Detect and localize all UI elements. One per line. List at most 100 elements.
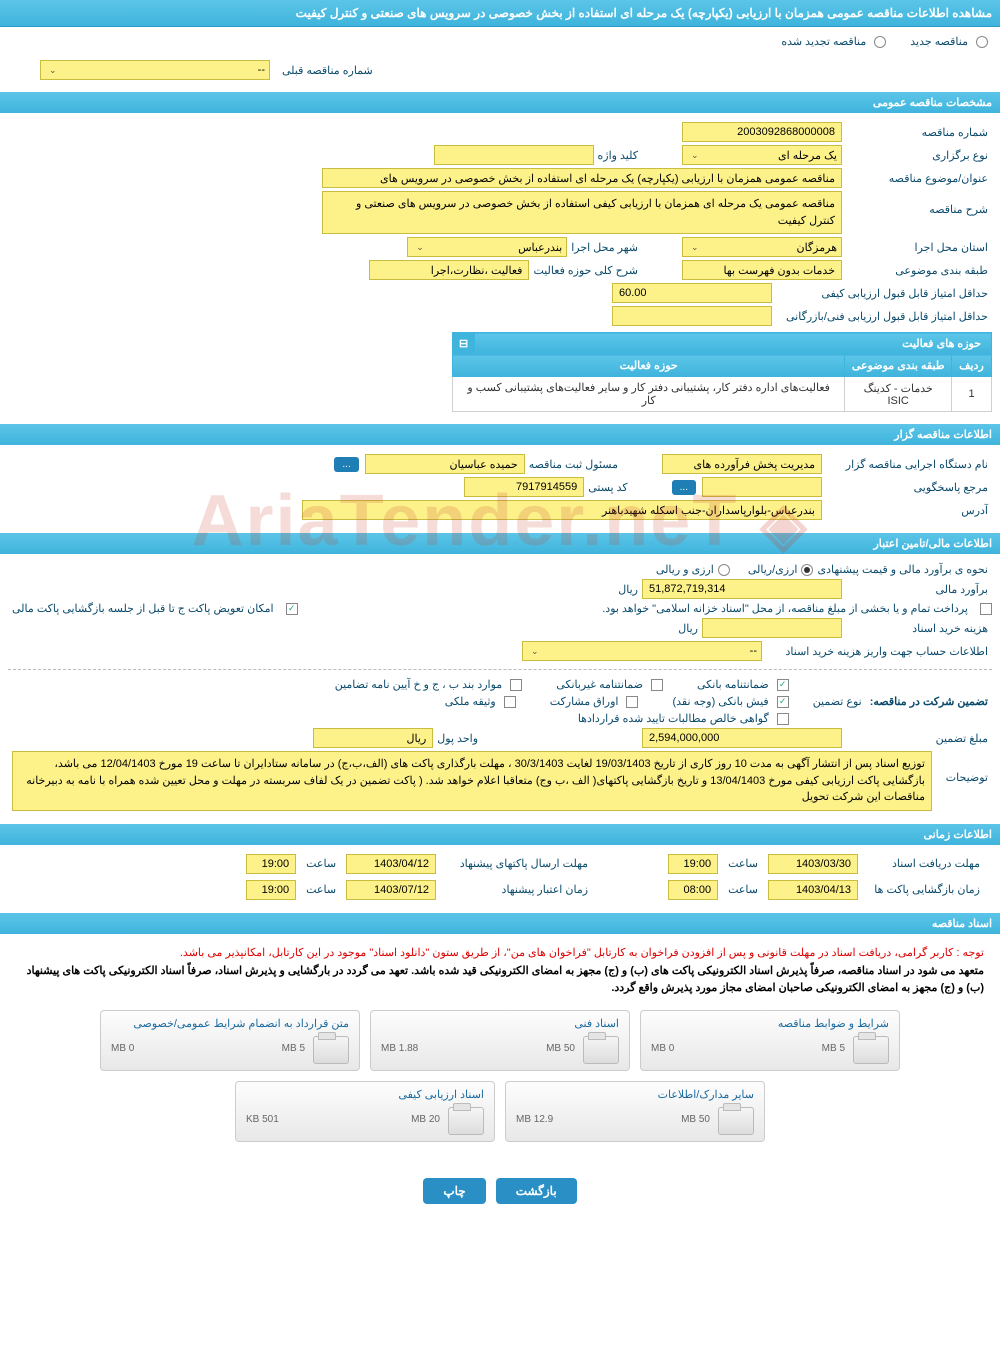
print-button[interactable]: چاپ [423,1178,485,1204]
t3-date: 1403/04/13 [768,880,858,900]
postal-label: کد پستی [584,481,631,494]
g5-checkbox[interactable] [626,696,638,708]
chevron-down-icon: ⌄ [416,242,424,253]
time-label: ساعت [302,857,340,870]
province-label: استان محل اجرا [842,241,992,254]
classification-label: طبقه بندی موضوعی [842,264,992,277]
estimate-field: 51,872,719,314 [642,579,842,599]
estimate-label: برآورد مالی [842,583,992,596]
file-card[interactable]: سایر مدارک/اطلاعات50 MB12.9 MB [505,1081,765,1142]
collapse-icon[interactable]: ⊟ [453,333,475,355]
file-card[interactable]: متن قرارداد به انضمام شرایط عمومی/خصوصی 5… [100,1010,360,1071]
radio-new[interactable] [976,36,988,48]
registrar-label: مسئول ثبت مناقصه [525,458,622,471]
file-used: 12.9 MB [516,1114,553,1125]
postal-field: 7917914559 [464,477,584,497]
file-total: 5 MB [822,1043,845,1054]
min-qual-label: حداقل امتیاز قابل قبول ارزیابی کیفی [772,287,992,300]
files-grid: شرایط و ضوابط مناقصه5 MB0 MBاسناد فنی50 … [10,1000,990,1152]
city-select[interactable]: بندرعباس⌄ [407,237,567,257]
folder-icon [448,1107,484,1135]
g3-checkbox[interactable] [510,679,522,691]
t1-label: مهلت دریافت اسناد [864,857,984,870]
g7-label: گواهی خالص مطالبات تایید شده قراردادها [574,712,773,725]
doc-commitment: متعهد می شود در اسناد مناقصه، صرفاً پذیر… [10,961,990,1000]
g6-label: وثیقه ملکی [441,695,500,708]
doc-cost-field [702,618,842,638]
t2-time: 19:00 [246,854,296,874]
g6-checkbox[interactable] [504,696,516,708]
prev-tender-label: شماره مناقصه قبلی [278,64,377,77]
guarantee-title: تضمین شرکت در مناقصه: [866,695,992,708]
file-card[interactable]: اسناد فنی50 MB1.88 MB [370,1010,630,1071]
g3-label: موارد بند ب ، ج و خ آیین نامه تضامین [331,678,506,691]
g-amount-label: مبلغ تضمین [842,732,992,745]
col-scope: حوزه فعالیت [453,355,845,377]
radio-renew[interactable] [874,36,886,48]
g7-checkbox[interactable] [777,713,789,725]
notes-field: توزیع اسناد پس از انتشار آگهی به مدت 10 … [12,751,932,811]
activity-table-title: حوزه های فعالیت [475,333,992,355]
account-select[interactable]: --⌄ [522,641,762,661]
file-title: متن قرارداد به انضمام شرایط عمومی/خصوصی [111,1017,349,1030]
t1-date: 1403/03/30 [768,854,858,874]
doc-warning: توجه : کاربر گرامی، دریافت اسناد در مهلت… [10,944,990,961]
tender-no-label: شماره مناقصه [842,126,992,139]
hold-type-label: نوع برگزاری [842,149,992,162]
tender-no-field: 2003092868000008 [682,122,842,142]
file-card[interactable]: شرایط و ضوابط مناقصه5 MB0 MB [640,1010,900,1071]
price-type-label: نحوه ی برآورد مالی و قیمت پیشنهادی [813,563,992,576]
ref-more-button[interactable]: ... [672,480,696,495]
file-title: سایر مدارک/اطلاعات [516,1088,754,1101]
g5-label: اوراق مشارکت [546,695,623,708]
g1-checkbox[interactable] [777,679,789,691]
t1-time: 19:00 [668,854,718,874]
file-title: اسناد ارزیابی کیفی [246,1088,484,1101]
folder-icon [853,1036,889,1064]
section-time: اطلاعات زمانی [0,824,1000,845]
classification-field: خدمات بدون فهرست بها [682,260,842,280]
treasury-checkbox[interactable] [980,603,992,615]
back-button[interactable]: بازگشت [496,1178,577,1204]
prev-tender-select[interactable]: --⌄ [40,60,270,80]
more-button[interactable]: ... [334,457,358,472]
col-class: طبقه بندی موضوعی [845,355,952,377]
g-unit-label: واحد پول [433,732,482,745]
desc-field: مناقصه عمومی یک مرحله ای همزمان با ارزیا… [322,191,842,234]
radio-rial[interactable] [801,564,813,576]
chevron-down-icon: ⌄ [691,150,699,161]
doc-cost-label: هزینه خرید اسناد [842,622,992,635]
g2-checkbox[interactable] [651,679,663,691]
radio-forex[interactable] [718,564,730,576]
province-select[interactable]: هرمزگان⌄ [682,237,842,257]
address-field: بندرعباس-بلوارپاسداران-جنب اسکله شهیدباه… [302,500,822,520]
table-row: 1 خدمات - کدینگ ISIC فعالیت‌های اداره دف… [453,377,992,412]
chevron-down-icon: ⌄ [691,242,699,253]
swap-checkbox[interactable] [286,603,298,615]
hold-type-select[interactable]: یک مرحله ای⌄ [682,145,842,165]
registrar-field: حمیده عباسیان [365,454,525,474]
section-holder: اطلاعات مناقصه گزار [0,424,1000,445]
tender-type-radios: مناقصه جدید مناقصه تجدید شده [0,27,1000,56]
currency-label: ریال [614,583,642,596]
file-total: 5 MB [282,1043,305,1054]
org-field: مدیریت پخش فرآورده های [662,454,822,474]
g4-checkbox[interactable] [777,696,789,708]
radio-new-label: مناقصه جدید [906,35,972,48]
file-used: 0 MB [651,1043,674,1054]
treasury-label: پرداخت تمام و یا بخشی از مبلغ مناقصه، از… [598,602,972,615]
subject-label: عنوان/موضوع مناقصه [842,172,992,185]
file-used: 501 KB [246,1114,279,1125]
t3-time: 08:00 [668,880,718,900]
t2-label: مهلت ارسال پاکتهای پیشنهاد [442,857,592,870]
chevron-down-icon: ⌄ [531,646,539,657]
guarantee-type-label: نوع تضمین [809,695,866,708]
address-label: آدرس [822,504,992,517]
keyword-field[interactable] [434,145,594,165]
g4-label: فیش بانکی (وجه نقد) [668,695,772,708]
file-card[interactable]: اسناد ارزیابی کیفی20 MB501 KB [235,1081,495,1142]
time-label: ساعت [302,883,340,896]
min-tech-label: حداقل امتیاز قابل قبول ارزیابی فنی/بازرگ… [772,310,992,323]
min-qual-field: 60.00 [612,283,772,303]
t4-time: 19:00 [246,880,296,900]
